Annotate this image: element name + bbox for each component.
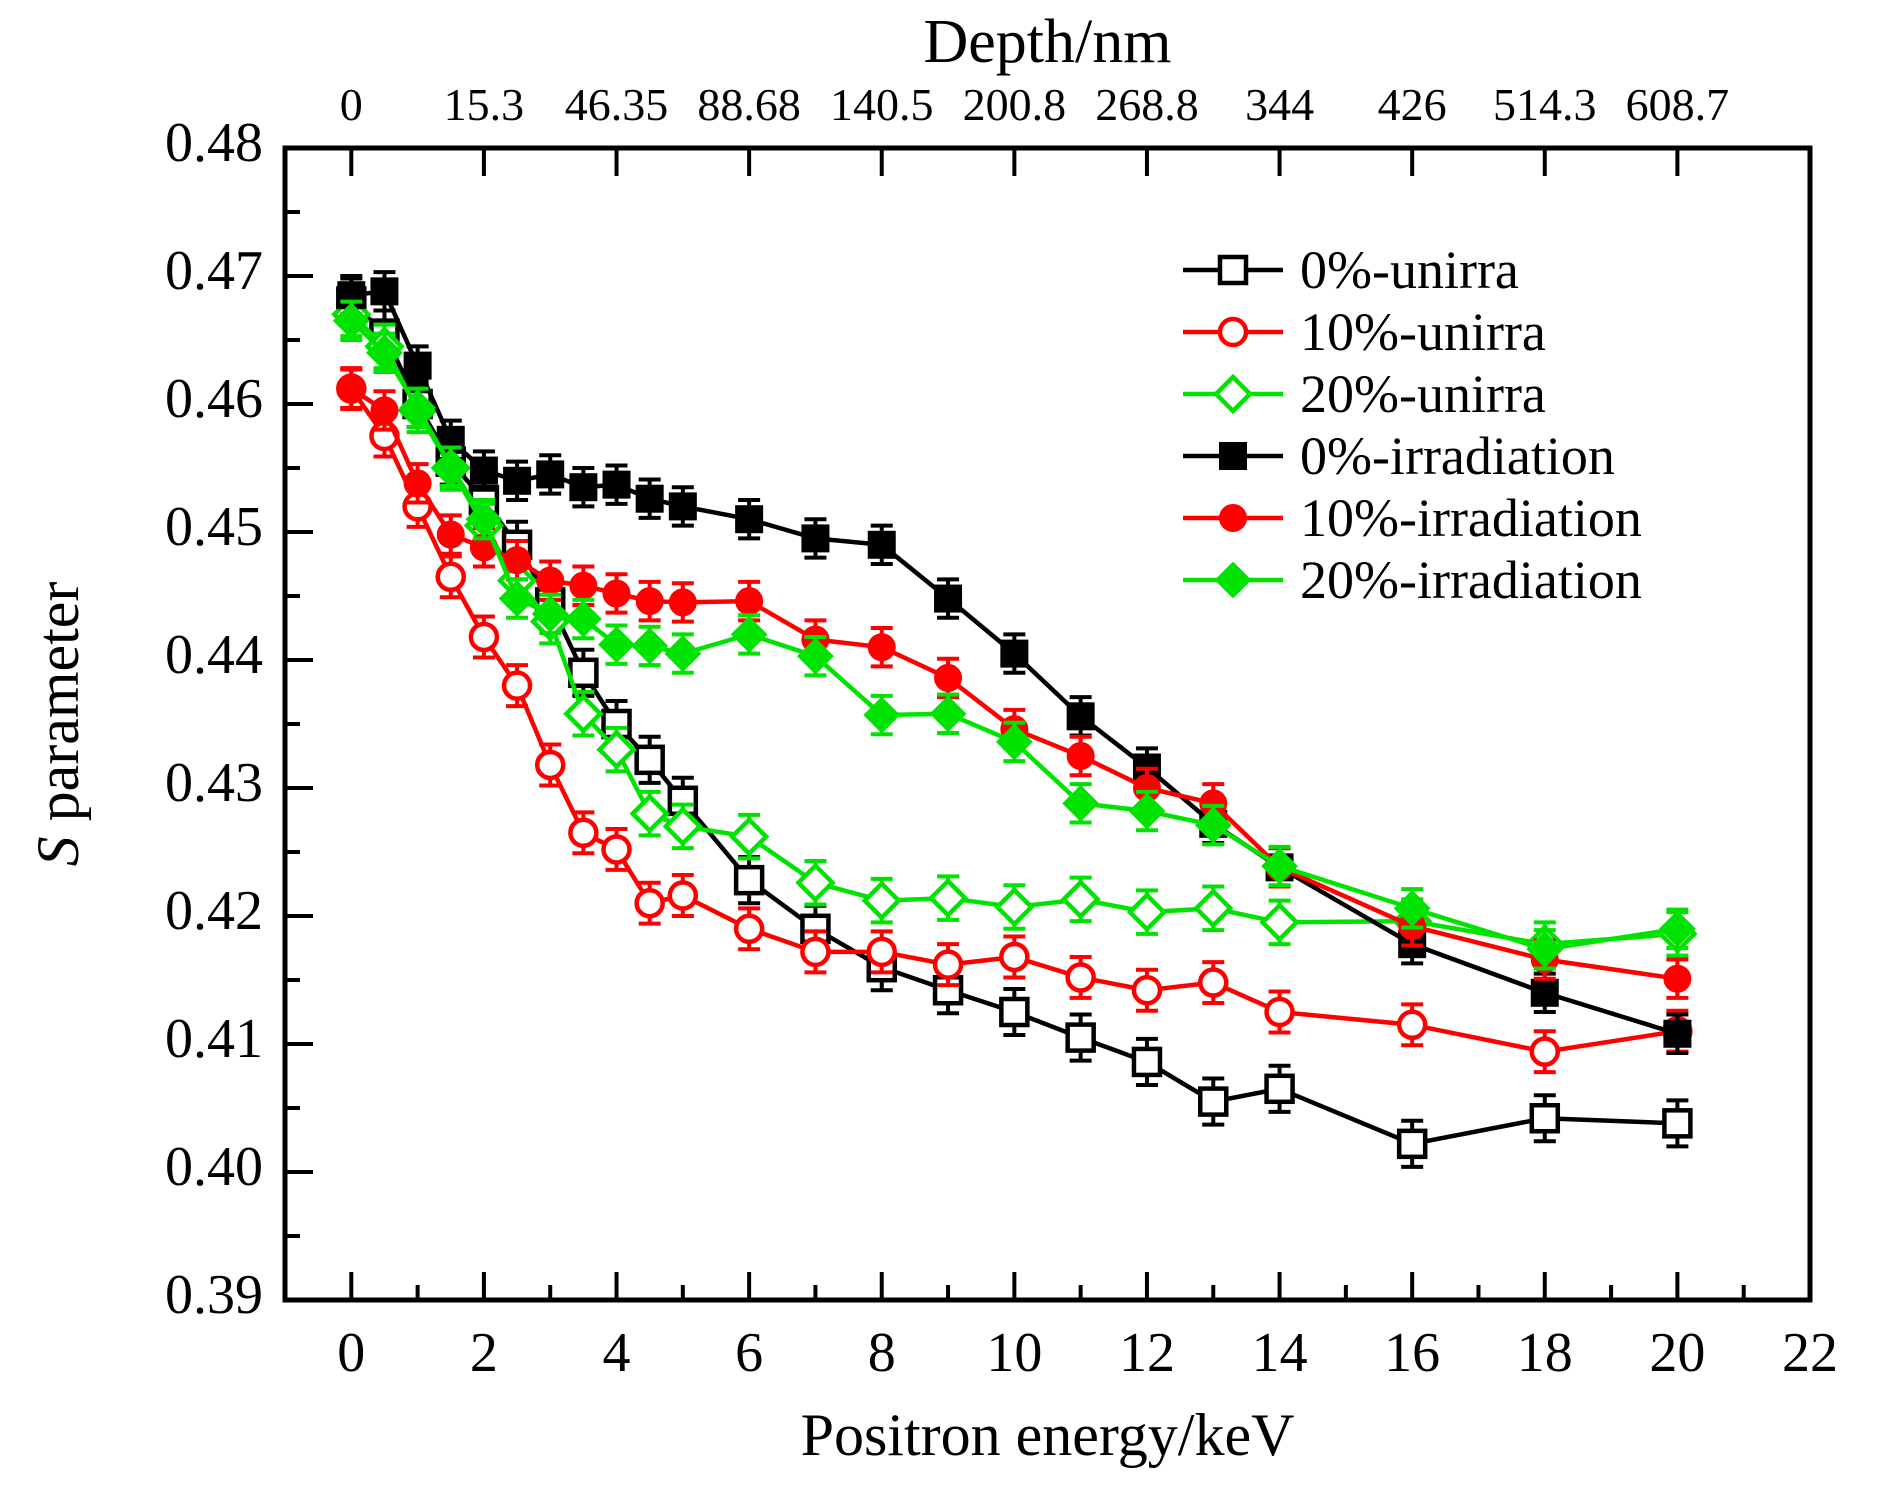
depth-tick-label: 426 [1378,79,1447,130]
y-axis-title: S parameter [25,582,91,867]
y-axis-title-italic: S [25,836,91,866]
legend-label-20pct-irradiation: 20%-irradiation [1300,550,1642,610]
depth-tick-label: 0 [340,79,363,130]
x-tick-label: 16 [1384,1322,1440,1384]
x-axis-title: Positron energy/keV [801,1402,1295,1468]
y-axis-title-rest: parameter [25,582,91,837]
y-tick-label: 0.41 [165,1008,263,1070]
x-tick-label: 10 [986,1322,1042,1384]
depth-tick-label: 88.68 [697,79,801,130]
legend-item-20pct-irradiation: 20%-irradiation [1183,550,1642,610]
top-axis: 0 15.3 46.35 88.68 140.5 200.8 268.8 344 426 514.… [340,8,1729,176]
depth-tick-label: 46.35 [565,79,669,130]
y-axis: 0.39 0.40 0.41 0.42 0.43 0.44 0.45 0.46 0.47 0.48 [165,112,313,1326]
legend-label-20pct-unirra: 20%-unirra [1300,364,1546,424]
depth-tick-label: 15.3 [444,79,525,130]
x-axis: 0 2 4 6 8 10 12 14 16 18 20 22 Positron energy/keV [337,1272,1838,1468]
x-tick-label: 22 [1782,1322,1838,1384]
depth-tick-label: 200.8 [963,79,1067,130]
legend-item-0pct-irradiation: 0%-irradiation [1183,426,1615,486]
x-tick-label: 2 [470,1322,498,1384]
series-20pct-irradiation [332,299,1696,971]
legend-item-10pct-irradiation: 10%-irradiation [1183,488,1642,548]
y-tick-label: 0.44 [165,624,263,686]
y-tick-label: 0.42 [165,880,263,942]
legend: 0%-unirra10%-unirra20%-unirra0%-irradiat… [1183,240,1642,610]
x-tick-label: 0 [337,1322,365,1384]
legend-label-10pct-unirra: 10%-unirra [1300,302,1546,362]
plot-frame [282,145,1813,1303]
x-tick-label: 18 [1517,1322,1573,1384]
legend-label-0pct-irradiation: 0%-irradiation [1300,426,1615,486]
x-tick-label: 12 [1119,1322,1175,1384]
x-tick-label: 4 [603,1322,631,1384]
y-tick-label: 0.40 [165,1136,263,1198]
depth-tick-label: 268.8 [1095,79,1199,130]
legend-item-0pct-unirra: 0%-unirra [1183,240,1519,300]
x-tick-label: 20 [1649,1322,1705,1384]
x-tick-label: 8 [868,1322,896,1384]
depth-tick-label: 608.7 [1626,79,1730,130]
y-tick-label: 0.39 [165,1264,263,1326]
y-tick-label: 0.48 [165,112,263,174]
depth-tick-label: 140.5 [830,79,934,130]
legend-item-20pct-unirra: 20%-unirra [1183,364,1546,424]
y-tick-label: 0.47 [165,240,263,302]
y-tick-label: 0.45 [165,496,263,558]
depth-tick-label: 514.3 [1493,79,1597,130]
y-tick-label: 0.43 [165,752,263,814]
legend-label-10pct-irradiation: 10%-irradiation [1300,488,1642,548]
x-tick-label: 14 [1252,1322,1308,1384]
depth-tick-label: 344 [1245,79,1314,130]
legend-label-0pct-unirra: 0%-unirra [1300,240,1519,300]
x-tick-label: 6 [735,1322,763,1384]
legend-item-10pct-unirra: 10%-unirra [1183,302,1546,362]
top-axis-title: Depth/nm [924,8,1172,76]
y-tick-label: 0.46 [165,368,263,430]
